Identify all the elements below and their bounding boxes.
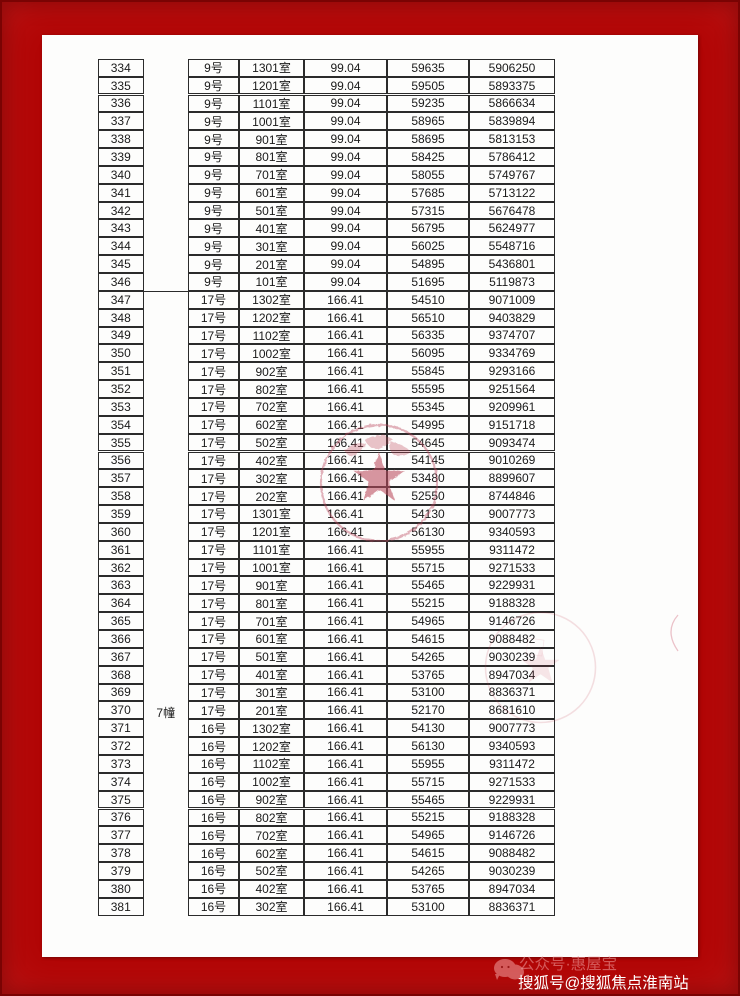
svg-text:公众号·惠屋宝: 公众号·惠屋宝 (519, 955, 617, 973)
svg-text:搜狐号@搜狐焦点淮南站: 搜狐号@搜狐焦点淮南站 (518, 974, 689, 992)
